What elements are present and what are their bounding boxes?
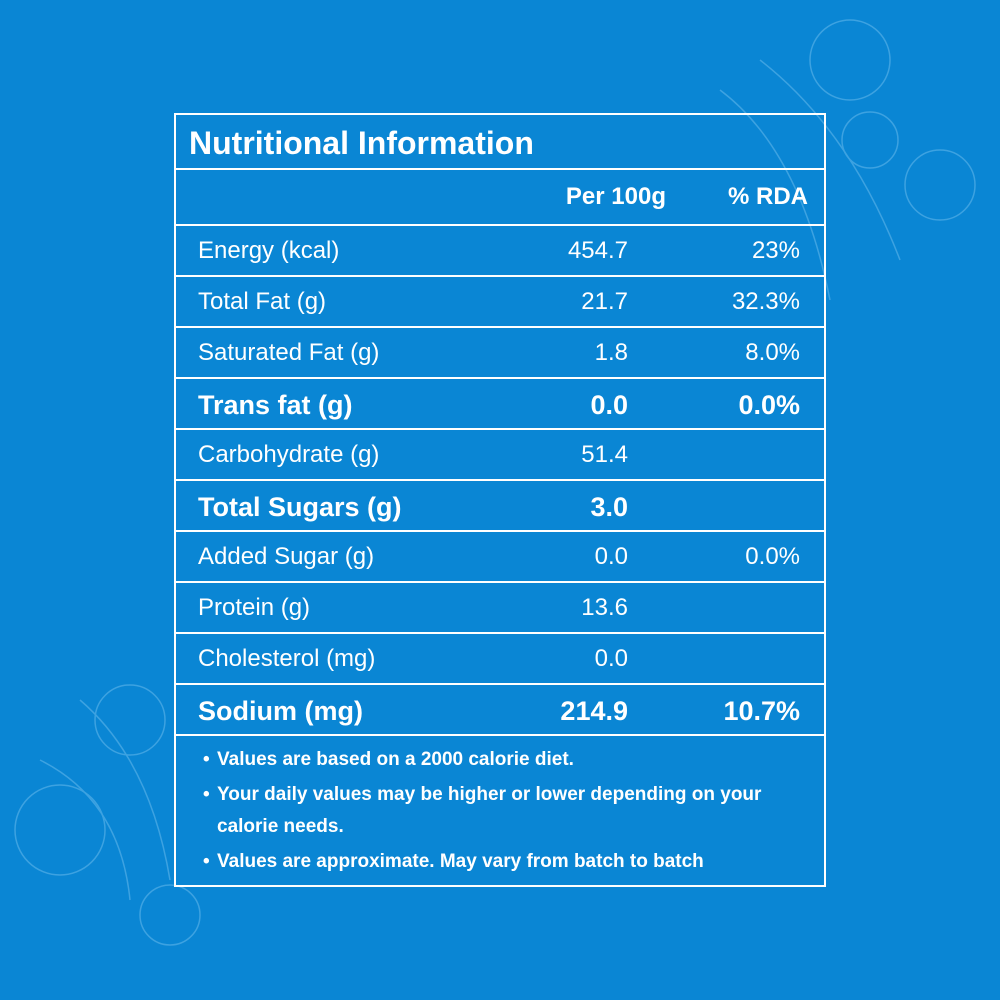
table-row: Saturated Fat (g) 1.8 8.0% [176, 328, 824, 379]
row-label: Total Sugars (g) [198, 492, 402, 522]
row-label: Trans fat (g) [198, 390, 353, 420]
rda-value: 8.0% [745, 339, 800, 366]
row-label: Protein (g) [198, 594, 311, 621]
row-label: Saturated Fat (g) [198, 339, 380, 366]
header-row: Per 100g % RDA [176, 170, 824, 226]
per-100g-value: 0.0 [590, 390, 628, 420]
table-row: Cholesterol (mg) 0.0 [176, 634, 824, 685]
rda-value: 0.0% [745, 543, 800, 570]
note: Values are based on a 2000 calorie diet. [203, 744, 807, 776]
header-cell: Per 100g [565, 183, 666, 210]
rda-value: 23% [751, 237, 800, 264]
rda-value: 0.0% [738, 390, 800, 420]
per-100g-value: 3.0 [590, 492, 628, 522]
per-100g-value: 51.4 [581, 441, 628, 468]
note: Values are approximate. May vary from ba… [203, 846, 807, 878]
row-label: Sodium (mg) [198, 696, 363, 726]
row-label: Added Sugar (g) [198, 543, 375, 570]
row-label: Total Fat (g) [198, 288, 327, 315]
note: Your daily values may be higher or lower… [203, 779, 807, 843]
rda-value: 32.3% [731, 288, 800, 315]
rows: Energy (kcal) 454.7 23% Total Fat (g) 21.7 32… [176, 226, 824, 736]
title: Nutritional Information [176, 115, 824, 170]
row-label: Energy (kcal) [198, 237, 340, 264]
table-row: Total Sugars (g) 3.0 [176, 481, 824, 532]
table-row: Added Sugar (g) 0.0 0.0% [176, 532, 824, 583]
rda-value: 10.7% [723, 696, 800, 726]
per-100g-value: 1.8 [594, 339, 628, 366]
table-row: Energy (kcal) 454.7 23% [176, 226, 824, 277]
per-100g-value: 0.0 [594, 645, 628, 672]
table-row: Trans fat (g) 0.0 0.0% [176, 379, 824, 430]
table-row: Sodium (mg) 214.9 10.7% [176, 685, 824, 736]
nutrition-table: Nutritional Information Per 100g % RDA E… [174, 113, 826, 887]
row-label: Cholesterol (mg) [198, 645, 376, 672]
per-100g-value: 0.0 [594, 543, 628, 570]
per-100g-value: 214.9 [560, 696, 628, 726]
row-label: Carbohydrate (g) [198, 441, 380, 468]
table-row: Carbohydrate (g) 51.4 [176, 430, 824, 481]
notes: Values are based on a 2000 calorie diet.… [176, 736, 824, 878]
table-row: Protein (g) 13.6 [176, 583, 824, 634]
header-cell: % RDA [727, 183, 808, 210]
per-100g-value: 21.7 [581, 288, 628, 315]
per-100g-value: 13.6 [581, 594, 628, 621]
table-row: Total Fat (g) 21.7 32.3% [176, 277, 824, 328]
per-100g-value: 454.7 [567, 237, 628, 264]
